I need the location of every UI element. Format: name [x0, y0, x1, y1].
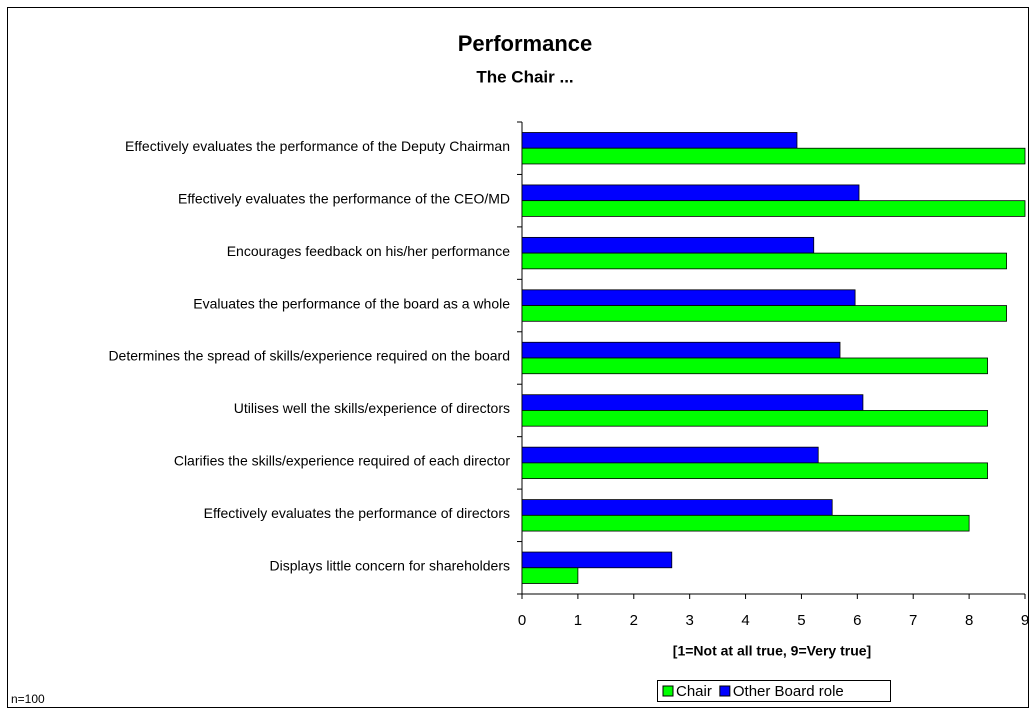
- y-tick-label: Evaluates the performance of the board a…: [193, 295, 510, 311]
- y-tick-label: Effectively evaluates the performance of…: [125, 138, 510, 154]
- bar: [521, 357, 988, 375]
- x-tick-label: 5: [797, 612, 805, 629]
- bar: [521, 341, 841, 359]
- bar: [521, 567, 579, 584]
- bar: [521, 551, 673, 569]
- x-tick-label: 8: [965, 612, 973, 629]
- legend-swatch: [662, 685, 674, 697]
- bar: [521, 462, 988, 480]
- legend-label: Chair: [676, 683, 712, 700]
- bar: [521, 132, 798, 149]
- y-tick-label: Displays little concern for shareholders: [270, 557, 510, 573]
- x-tick-label: 7: [909, 612, 917, 629]
- x-tick-label: 0: [518, 612, 526, 629]
- y-tick-label: Clarifies the skills/experience required…: [174, 453, 510, 469]
- bar: [521, 236, 815, 254]
- legend-box: [657, 680, 891, 702]
- bar: [521, 394, 864, 411]
- y-tick-label: Effectively evaluates the performance of…: [178, 190, 510, 206]
- bar: [521, 200, 1026, 217]
- x-tick-label: 9: [1021, 612, 1029, 629]
- x-tick-label: 4: [741, 612, 749, 629]
- bar: [521, 446, 819, 464]
- bar: [521, 305, 1007, 322]
- bar: [521, 252, 1007, 270]
- bar: [521, 410, 988, 427]
- x-tick-label: 3: [685, 612, 693, 629]
- legend-label: Other Board role: [733, 683, 844, 700]
- y-tick-label: Determines the spread of skills/experien…: [108, 348, 510, 364]
- bar: [521, 514, 970, 532]
- bar: [521, 499, 833, 516]
- x-axis-label: [1=Not at all true, 9=Very true]: [673, 643, 871, 659]
- y-tick-label: Encourages feedback on his/her performan…: [227, 243, 510, 259]
- x-tick-label: 6: [853, 612, 861, 629]
- legend-swatch: [719, 685, 731, 697]
- x-tick-label: 2: [630, 612, 638, 629]
- chart-title: Performance: [458, 31, 593, 56]
- note: n=100: [11, 692, 45, 706]
- y-tick-label: Utilises well the skills/experience of d…: [234, 400, 510, 416]
- y-tick-label: Effectively evaluates the performance of…: [204, 505, 510, 521]
- bar: [521, 184, 860, 202]
- x-tick-label: 1: [574, 612, 582, 629]
- chart-subtitle: The Chair ...: [476, 67, 573, 86]
- bar: [521, 289, 856, 306]
- chart-frame: [7, 7, 1029, 708]
- bar: [521, 147, 1026, 165]
